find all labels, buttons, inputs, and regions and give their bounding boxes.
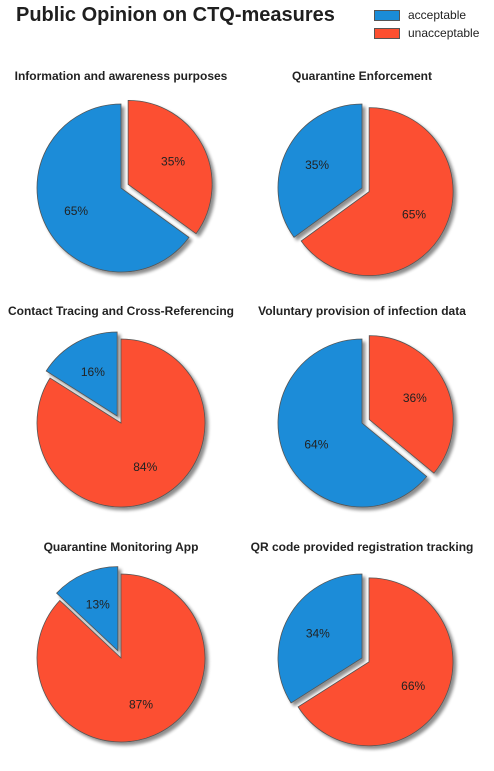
figure-title: Public Opinion on CTQ-measures xyxy=(16,4,335,26)
pie-value-label: 87% xyxy=(129,697,153,711)
pie-title: Information and awareness purposes xyxy=(15,69,228,83)
legend-item-acceptable: acceptable xyxy=(374,6,479,24)
pie-chart-6: QR code provided registration tracking 34… xyxy=(251,540,474,747)
pie-slice-unacceptable xyxy=(127,99,213,235)
pie-value-label: 35% xyxy=(161,154,185,168)
pie-slice-acceptable xyxy=(277,103,363,238)
pie-slice-acceptable xyxy=(45,331,118,417)
pie-slice-unacceptable xyxy=(368,335,454,474)
pie-slice-unacceptable xyxy=(300,107,454,276)
pie-value-label: 35% xyxy=(305,158,329,172)
pie-slice-unacceptable xyxy=(36,573,206,743)
legend-label-unacceptable: unacceptable xyxy=(408,26,480,40)
pie-value-label: 66% xyxy=(401,679,425,693)
pie-chart-5: Quarantine Monitoring App 13% 87% xyxy=(36,540,206,743)
pie-value-label: 65% xyxy=(64,204,88,218)
legend-swatch-acceptable xyxy=(374,9,400,21)
pie-slice-unacceptable xyxy=(297,577,454,747)
pie-slice-acceptable xyxy=(56,566,119,652)
pie-slice-acceptable xyxy=(277,338,428,508)
legend-label-acceptable: acceptable xyxy=(408,8,467,22)
pie-value-label: 13% xyxy=(86,597,110,611)
pie-chart-1: Information and awareness purposes 65% 35% xyxy=(15,69,228,273)
pie-title: Quarantine Monitoring App xyxy=(44,540,199,554)
pie-chart-4: Voluntary provision of infection data 64%… xyxy=(258,304,466,508)
pie-title: Quarantine Enforcement xyxy=(292,69,432,83)
pie-title: QR code provided registration tracking xyxy=(251,540,474,554)
pie-chart-2: Quarantine Enforcement 35% 65% xyxy=(277,69,454,276)
pie-title: Contact Tracing and Cross-Referencing xyxy=(8,304,234,318)
legend-swatch-unacceptable xyxy=(374,27,400,39)
pie-value-label: 65% xyxy=(402,208,426,222)
pie-slice-acceptable xyxy=(277,573,363,704)
pie-chart-3: Contact Tracing and Cross-Referencing 16%… xyxy=(8,304,234,508)
pie-value-label: 34% xyxy=(306,627,330,641)
pie-slice-acceptable xyxy=(36,103,190,273)
pie-value-label: 36% xyxy=(403,391,427,405)
pie-value-label: 64% xyxy=(304,437,328,451)
legend-item-unacceptable: unacceptable xyxy=(374,24,479,42)
pie-slice-unacceptable xyxy=(36,338,206,508)
pie-value-label: 84% xyxy=(133,460,157,474)
legend: acceptable unacceptable xyxy=(374,6,479,42)
pie-value-label: 16% xyxy=(81,365,105,379)
pie-title: Voluntary provision of infection data xyxy=(258,304,466,318)
